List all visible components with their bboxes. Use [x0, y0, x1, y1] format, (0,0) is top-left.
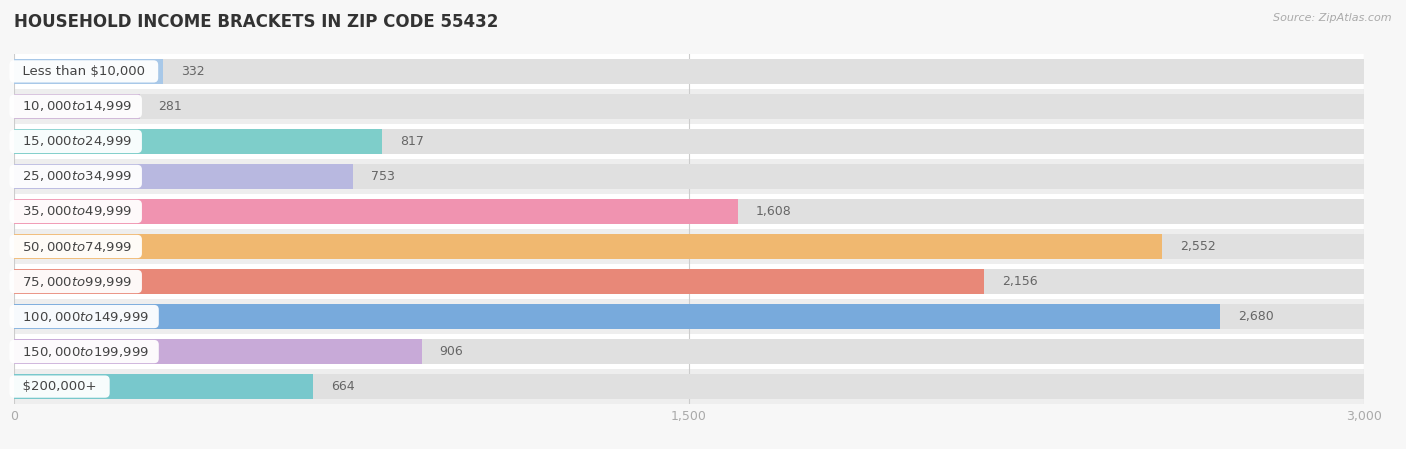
Text: 906: 906 — [440, 345, 464, 358]
Bar — [14, 269, 984, 294]
Text: 281: 281 — [159, 100, 183, 113]
Text: $75,000 to $99,999: $75,000 to $99,999 — [14, 274, 138, 289]
Bar — [14, 299, 1364, 334]
Text: 817: 817 — [399, 135, 423, 148]
Text: Less than $10,000: Less than $10,000 — [14, 65, 153, 78]
Bar — [14, 54, 1364, 89]
Bar — [14, 94, 1364, 119]
Bar — [14, 124, 1364, 159]
Bar — [14, 164, 353, 189]
Bar — [14, 59, 163, 84]
Bar — [14, 229, 1364, 264]
Text: 1,608: 1,608 — [755, 205, 792, 218]
Bar — [14, 129, 1364, 154]
Bar — [14, 334, 1364, 369]
Bar — [14, 89, 1364, 124]
Text: $150,000 to $199,999: $150,000 to $199,999 — [14, 344, 155, 359]
Text: $10,000 to $14,999: $10,000 to $14,999 — [14, 99, 138, 114]
Bar — [14, 194, 1364, 229]
Text: 332: 332 — [181, 65, 205, 78]
Bar — [14, 304, 1220, 329]
Text: 664: 664 — [330, 380, 354, 393]
Text: $100,000 to $149,999: $100,000 to $149,999 — [14, 309, 155, 324]
Text: 753: 753 — [371, 170, 395, 183]
Bar — [14, 234, 1364, 259]
Text: 2,156: 2,156 — [1002, 275, 1038, 288]
Bar — [14, 199, 738, 224]
Bar — [14, 374, 1364, 399]
Text: $35,000 to $49,999: $35,000 to $49,999 — [14, 204, 138, 219]
Bar — [14, 164, 1364, 189]
Bar — [14, 129, 381, 154]
Text: $15,000 to $24,999: $15,000 to $24,999 — [14, 134, 138, 149]
Bar — [14, 339, 422, 364]
Bar — [14, 374, 312, 399]
Bar — [14, 269, 1364, 294]
Bar — [14, 264, 1364, 299]
Bar — [14, 369, 1364, 404]
Text: $50,000 to $74,999: $50,000 to $74,999 — [14, 239, 138, 254]
Text: $25,000 to $34,999: $25,000 to $34,999 — [14, 169, 138, 184]
Bar — [14, 339, 1364, 364]
Bar — [14, 159, 1364, 194]
Bar — [14, 234, 1163, 259]
Bar — [14, 94, 141, 119]
Bar — [14, 199, 1364, 224]
Text: Source: ZipAtlas.com: Source: ZipAtlas.com — [1274, 13, 1392, 23]
Text: HOUSEHOLD INCOME BRACKETS IN ZIP CODE 55432: HOUSEHOLD INCOME BRACKETS IN ZIP CODE 55… — [14, 13, 499, 31]
Text: 2,680: 2,680 — [1237, 310, 1274, 323]
Text: $200,000+: $200,000+ — [14, 380, 105, 393]
Bar — [14, 59, 1364, 84]
Text: 2,552: 2,552 — [1180, 240, 1216, 253]
Bar — [14, 304, 1364, 329]
